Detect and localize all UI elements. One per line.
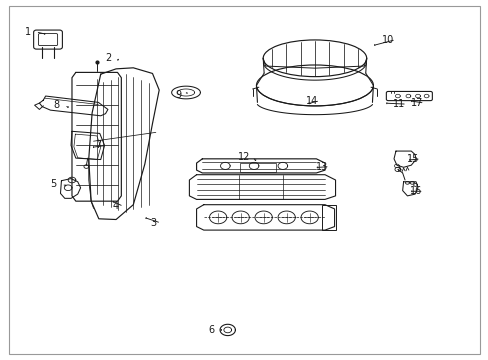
Text: 7: 7 bbox=[95, 140, 101, 150]
Text: 9: 9 bbox=[175, 90, 181, 100]
Text: 4: 4 bbox=[113, 202, 119, 211]
Text: 10: 10 bbox=[381, 35, 394, 45]
Text: 17: 17 bbox=[410, 98, 422, 108]
Text: 15: 15 bbox=[406, 154, 419, 164]
Text: 2: 2 bbox=[104, 53, 111, 63]
Bar bbox=[239, 163, 275, 171]
Text: 3: 3 bbox=[150, 218, 156, 228]
Text: 13: 13 bbox=[315, 162, 327, 172]
Text: 11: 11 bbox=[392, 99, 405, 109]
Text: 8: 8 bbox=[54, 100, 60, 110]
Text: 5: 5 bbox=[51, 179, 57, 189]
Text: 14: 14 bbox=[306, 96, 318, 105]
Text: 6: 6 bbox=[207, 325, 214, 335]
Text: 1: 1 bbox=[25, 27, 31, 37]
Text: 12: 12 bbox=[238, 152, 250, 162]
Text: 16: 16 bbox=[409, 186, 421, 196]
